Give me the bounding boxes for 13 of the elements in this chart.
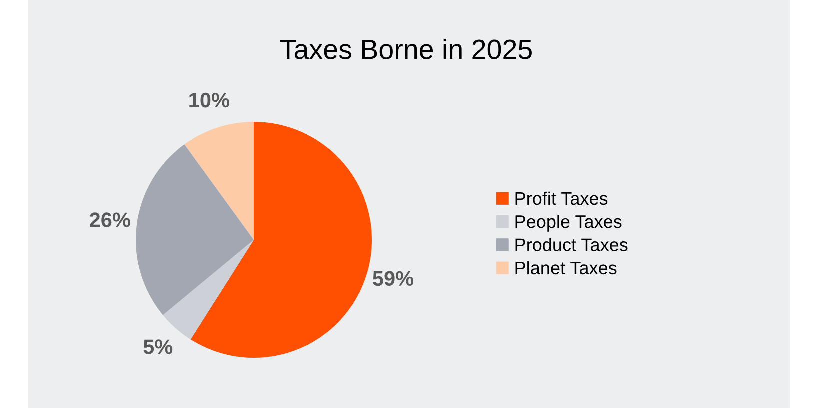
legend-label: Product Taxes <box>516 238 628 252</box>
pie-slice <box>136 144 254 316</box>
pie-slice <box>190 122 372 358</box>
data-label: 59% <box>373 271 414 286</box>
chart-title: Taxes Borne in 2025 <box>280 39 532 60</box>
data-label: 10% <box>190 92 230 108</box>
data-label: 5% <box>144 340 173 354</box>
data-label: 26% <box>90 212 130 228</box>
legend-label: Profit Taxes <box>516 192 608 206</box>
legend-label: Planet Taxes <box>516 261 617 275</box>
pie-slice <box>163 240 254 340</box>
pie-slice <box>184 122 254 240</box>
legend-label: People Taxes <box>516 215 622 232</box>
